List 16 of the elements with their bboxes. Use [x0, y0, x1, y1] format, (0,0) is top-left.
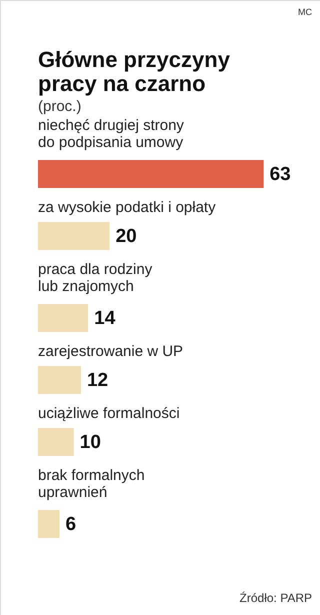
chart-subtitle: (proc.): [38, 98, 82, 115]
y-tick-label: zarejestrowanie w UP: [38, 343, 184, 360]
chart-title: Główne przyczyny pracy na czarno: [38, 47, 231, 96]
text: MC: [298, 7, 312, 17]
data-label: 20: [116, 226, 137, 247]
y-tick-label: brak formalnych uprawnień: [38, 467, 145, 501]
y-tick-label: uciążliwe formalności: [38, 405, 180, 422]
y-tick-label: praca dla rodziny lub znajomych: [38, 261, 153, 295]
text: Źródło: PARP: [240, 591, 312, 605]
data-label: 12: [86, 370, 108, 391]
y-tick-label: niechęć drugiej strony do podpisania umowy: [38, 117, 184, 151]
data-label: 63: [270, 164, 291, 185]
data-label: 10: [80, 432, 101, 453]
y-tick-label: za wysokie podatki i opłaty: [38, 199, 216, 216]
data-label: 14: [94, 308, 116, 329]
data-label: 6: [65, 514, 76, 535]
